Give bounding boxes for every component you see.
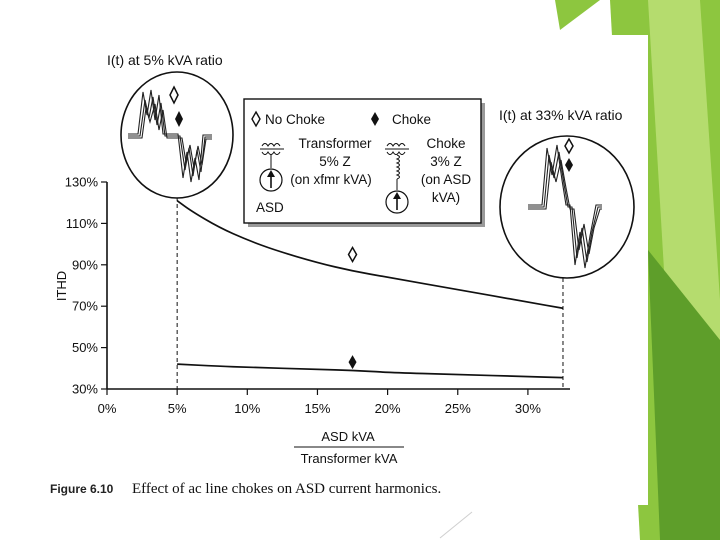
choke-line-3: (on ASD (421, 172, 472, 187)
x-tick-label: 0% (98, 401, 117, 416)
inset-right: I(t) at 33% kVA ratio (499, 107, 635, 279)
transformer-line-2: 5% Z (319, 154, 351, 169)
marker-layer (347, 245, 358, 370)
inset-right-title: I(t) at 33% kVA ratio (499, 107, 623, 123)
x-tick-label: 5% (168, 401, 187, 416)
x-axis-label-numerator: ASD kVA (321, 429, 375, 444)
series-no-choke-marker (347, 245, 358, 263)
y-ticks: 30% 50% 70% 90% 110% 130% (65, 175, 107, 397)
legend-no-choke-icon (251, 110, 261, 128)
green-facet-dark (648, 250, 720, 540)
choke-diamond-icon-right (565, 158, 573, 172)
inset-left-circle (120, 71, 234, 199)
inset-left: I(t) at 5% kVA ratio (107, 52, 234, 199)
series-choke-line (177, 363, 564, 379)
transformer-line-1: Transformer (298, 136, 372, 151)
choke-line-4: kVA) (432, 190, 460, 205)
asd-source-left-icon (259, 168, 283, 192)
plot-area: 30% 50% 70% 90% 110% 130% 0% 5% 10% 15% 20% 25% 30%… (54, 175, 570, 466)
choke-transformer-symbol-icon (385, 143, 409, 190)
y-tick-label: 70% (72, 299, 98, 314)
legend-box: No Choke Choke ASD Transformer 5% Z (on … (243, 98, 485, 227)
choke-line-2: 3% Z (430, 154, 462, 169)
legend-box-frame (243, 98, 482, 224)
reference-lines (176, 190, 564, 389)
figure-label: Figure 6.10 (50, 482, 114, 496)
legend-choke-label: Choke (392, 112, 431, 127)
y-axis-label: ITHD (54, 271, 69, 301)
x-tick-label: 15% (304, 401, 330, 416)
y-tick-label: 50% (72, 340, 98, 355)
y-tick-label: 130% (65, 175, 99, 190)
no-choke-diamond-icon (169, 85, 179, 105)
transformer-symbol-icon (260, 143, 284, 168)
inset-right-waveform (528, 144, 602, 269)
green-facet-top (555, 0, 600, 30)
x-tick-label: 10% (234, 401, 260, 416)
x-tick-label: 30% (515, 401, 541, 416)
legend-no-choke-label: No Choke (265, 112, 325, 127)
figure-caption: Effect of ac line chokes on ASD current … (132, 481, 441, 497)
inset-right-circle (499, 135, 635, 279)
transformer-line-3: (on xfmr kVA) (290, 172, 372, 187)
x-ticks: 0% 5% 10% 15% 20% 25% 30% (98, 389, 541, 416)
series-layer (176, 199, 564, 379)
series-choke-marker (348, 355, 357, 370)
x-tick-label: 20% (375, 401, 401, 416)
y-tick-label: 90% (72, 257, 98, 272)
x-axis-label-denominator: Transformer kVA (301, 451, 398, 466)
choke-line-1: Choke (426, 136, 465, 151)
inset-left-title: I(t) at 5% kVA ratio (107, 52, 223, 68)
decorative-thin-line (439, 511, 473, 539)
choke-diamond-icon (175, 111, 183, 127)
legend-choke-icon (371, 112, 379, 126)
y-tick-label: 110% (66, 216, 99, 231)
x-tick-label: 25% (445, 401, 471, 416)
asd-source-right-icon (385, 190, 409, 214)
y-tick-label: 30% (72, 382, 98, 397)
asd-label: ASD (256, 200, 284, 215)
series-no-choke-line (176, 199, 564, 310)
no-choke-diamond-icon-right (564, 137, 574, 155)
inset-left-waveform (128, 89, 212, 183)
